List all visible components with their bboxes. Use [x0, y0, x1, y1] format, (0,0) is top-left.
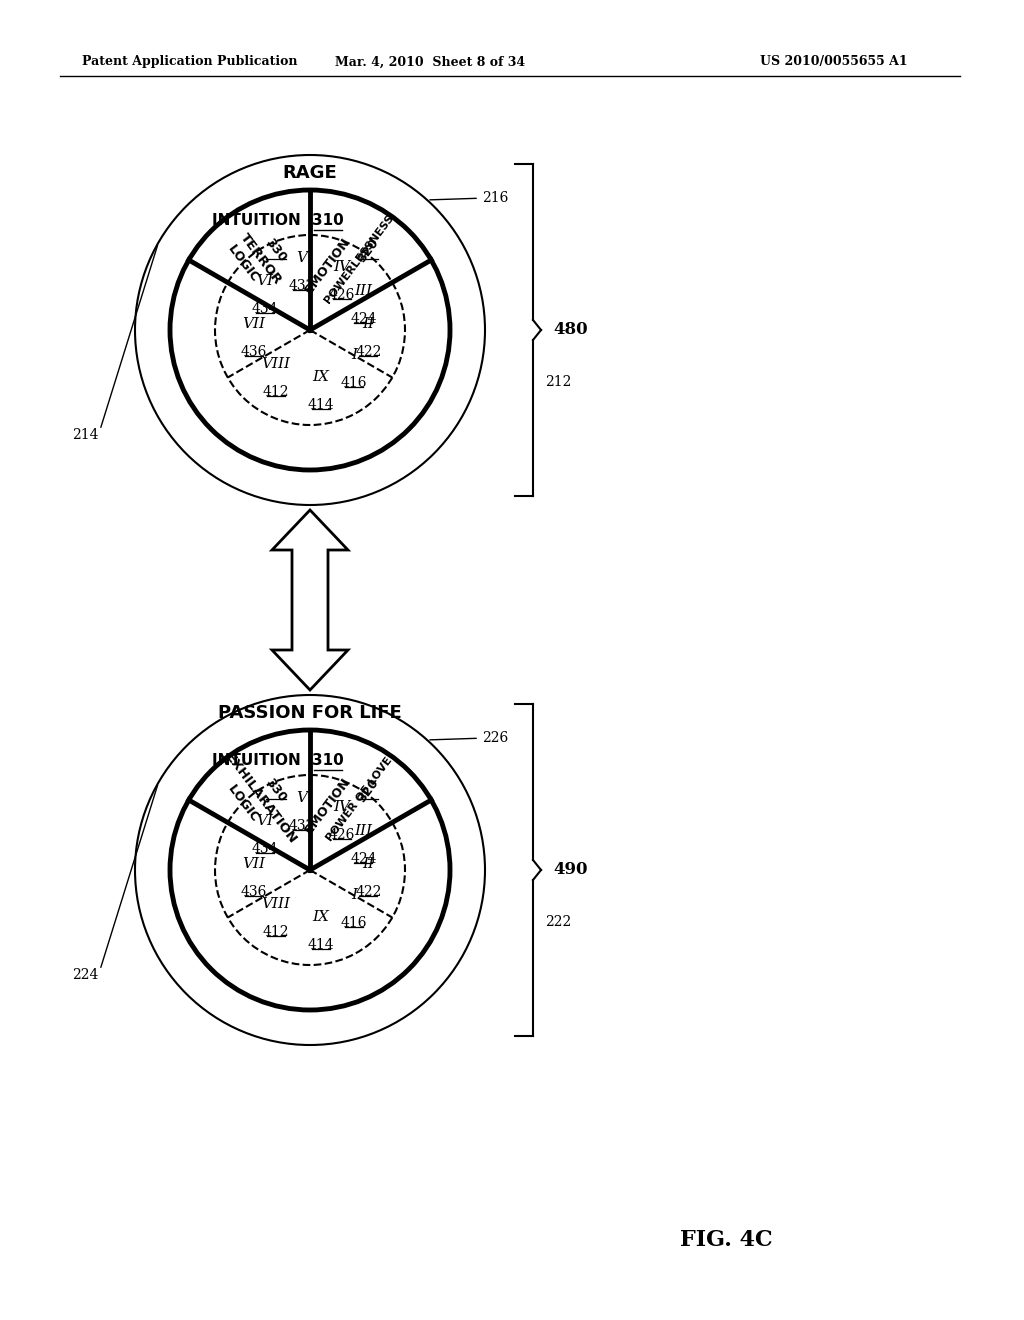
- Text: 224: 224: [72, 968, 98, 982]
- Text: 416: 416: [341, 376, 367, 391]
- Text: 426: 426: [329, 288, 355, 301]
- Text: PASSION FOR LIFE: PASSION FOR LIFE: [218, 704, 401, 722]
- Text: 432: 432: [289, 279, 315, 293]
- Text: 216: 216: [482, 191, 508, 205]
- Text: I: I: [351, 888, 356, 903]
- Text: I: I: [351, 348, 356, 363]
- Text: 436: 436: [241, 345, 266, 359]
- Text: 222: 222: [545, 916, 571, 929]
- Text: 412: 412: [263, 925, 290, 940]
- Text: 434: 434: [252, 302, 279, 315]
- Text: 330: 330: [263, 236, 289, 265]
- Text: 480: 480: [553, 322, 588, 338]
- Text: III: III: [354, 284, 373, 298]
- Text: EMOTION: EMOTION: [303, 232, 355, 297]
- Text: Mar. 4, 2010  Sheet 8 of 34: Mar. 4, 2010 Sheet 8 of 34: [335, 55, 525, 69]
- Text: 214: 214: [72, 428, 98, 442]
- Text: 212: 212: [545, 375, 571, 389]
- Text: 320: 320: [354, 236, 381, 265]
- Text: 424: 424: [350, 853, 377, 866]
- Text: 330: 330: [263, 776, 289, 805]
- Text: 426: 426: [329, 828, 355, 842]
- Text: VI: VI: [257, 814, 273, 828]
- Text: 310: 310: [312, 214, 344, 228]
- Text: IX: IX: [312, 909, 329, 924]
- Text: RAGE: RAGE: [283, 164, 337, 181]
- Text: LOGIC: LOGIC: [226, 783, 264, 826]
- Text: V: V: [296, 791, 307, 805]
- Text: FIG. 4C: FIG. 4C: [680, 1229, 773, 1251]
- Text: 422: 422: [355, 886, 382, 899]
- Text: 422: 422: [355, 346, 382, 359]
- Text: II: II: [362, 317, 375, 331]
- Text: LOGIC: LOGIC: [226, 242, 264, 286]
- Text: 412: 412: [263, 385, 290, 399]
- Text: II: II: [362, 857, 375, 871]
- Text: 310: 310: [312, 754, 344, 768]
- Text: VI: VI: [257, 275, 273, 288]
- Text: POWER OF LOVE: POWER OF LOVE: [325, 755, 394, 843]
- Text: IV: IV: [334, 260, 350, 273]
- Text: 414: 414: [307, 397, 334, 412]
- Text: VII: VII: [242, 317, 265, 331]
- Text: Patent Application Publication: Patent Application Publication: [82, 55, 298, 69]
- Text: 490: 490: [553, 862, 588, 879]
- Text: VIII: VIII: [262, 898, 291, 911]
- Text: 424: 424: [350, 312, 377, 326]
- Text: 416: 416: [341, 916, 367, 931]
- Text: 436: 436: [241, 884, 266, 899]
- Text: 434: 434: [252, 842, 279, 855]
- Text: V: V: [296, 251, 307, 265]
- Text: 432: 432: [289, 818, 315, 833]
- Text: 414: 414: [307, 937, 334, 952]
- Text: III: III: [354, 824, 373, 838]
- Polygon shape: [272, 510, 348, 690]
- Text: TERROR: TERROR: [237, 231, 284, 286]
- Text: POWERLESSNESS: POWERLESSNESS: [324, 213, 396, 305]
- Text: EXHILARATION: EXHILARATION: [222, 751, 299, 847]
- Text: 226: 226: [482, 731, 508, 746]
- Text: EMOTION: EMOTION: [303, 772, 355, 837]
- Text: INTUITION: INTUITION: [212, 214, 306, 228]
- Text: INTUITION: INTUITION: [212, 754, 306, 768]
- Text: VIII: VIII: [262, 358, 291, 371]
- Text: IX: IX: [312, 370, 329, 384]
- Text: VII: VII: [242, 857, 265, 871]
- Text: IV: IV: [334, 800, 350, 813]
- Text: 320: 320: [354, 776, 381, 805]
- Text: US 2010/0055655 A1: US 2010/0055655 A1: [760, 55, 907, 69]
